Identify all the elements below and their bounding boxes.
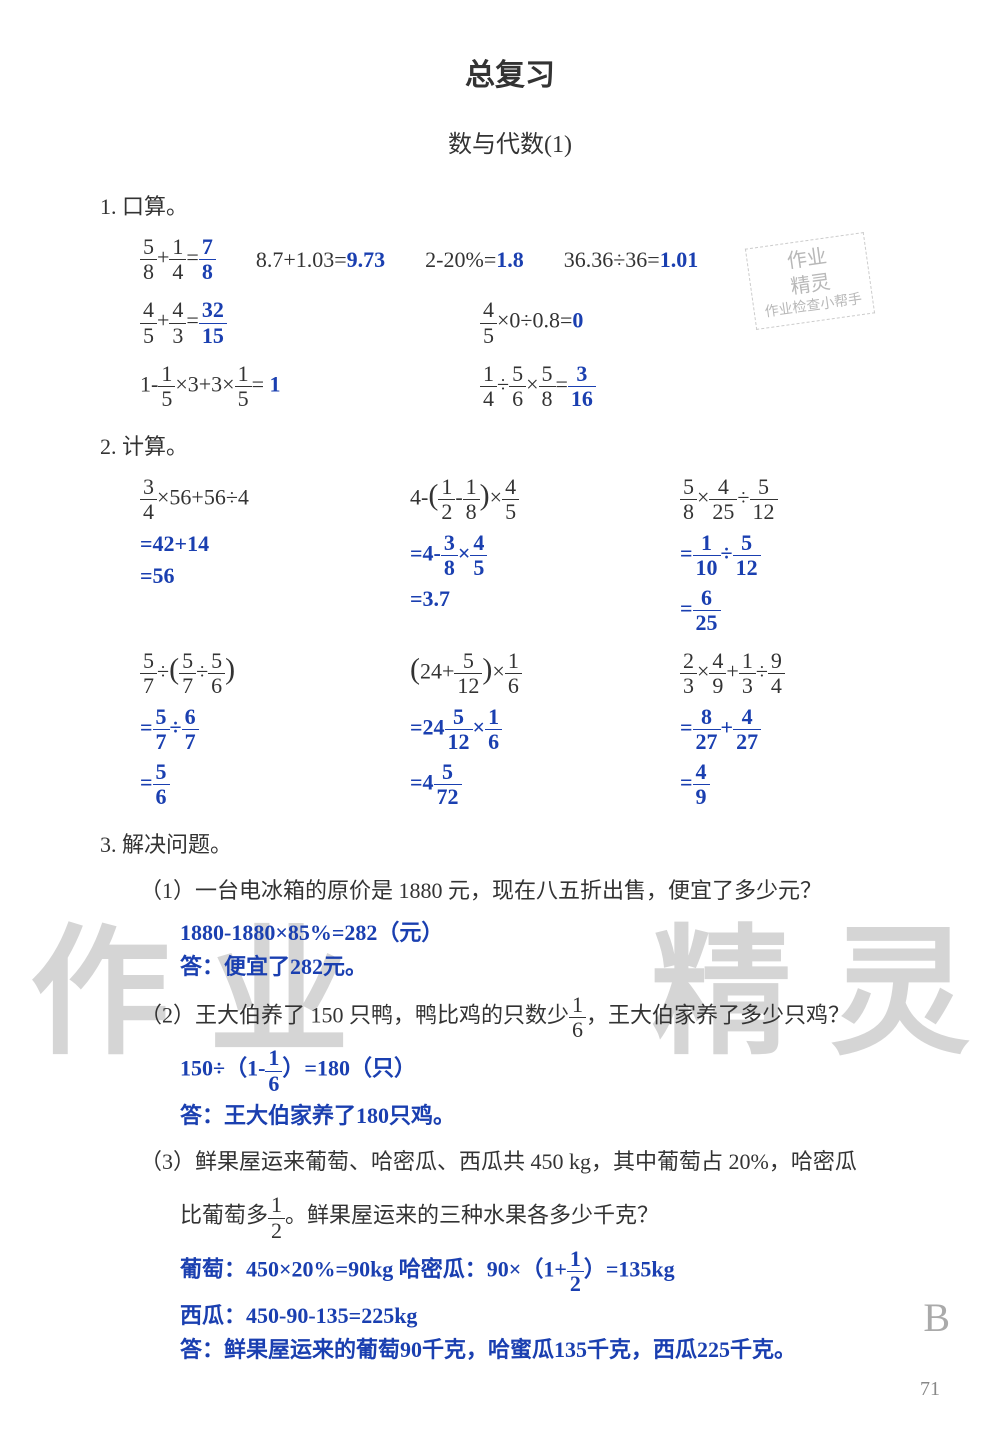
q3-p2-qpost: ，王大伯家养了多少只鸡？ (586, 1003, 850, 1028)
q3-p2-qpre: （2）王大伯养了 150 只鸭，鸭比鸡的只数少 (140, 1003, 569, 1028)
q3-p2-q: （2）王大伯养了 150 只鸭，鸭比鸡的只数少16，王大伯家养了多少只鸡？ (140, 993, 920, 1042)
q2-row1: 34×56+56÷4 =42+14 =56 4-(12-18)×45 =4-38… (140, 475, 920, 635)
q1-i6: 45×0÷0.8=0 (480, 298, 583, 347)
q2-p2: 4-(12-18)×45 =4-38×45 =3.7 (410, 475, 650, 612)
q3-p3-q2post: 。鲜果屋运来的三种水果各多少千克？ (285, 1203, 659, 1228)
q1-i2: 8.7+1.03=9.73 (256, 247, 385, 273)
q1-row1: 58+14=78 8.7+1.03=9.73 2-20%=1.8 36.36÷3… (140, 235, 920, 284)
q2-p4: 57÷(57÷56) =57÷67 =56 (140, 649, 380, 809)
page-subtitle: 数与代数(1) (100, 124, 920, 159)
frac-n: 1 (567, 1247, 584, 1272)
q1-i7: 1-15×3+3×15= 1 (140, 362, 440, 411)
q3-label: 3. 解决问题。 (100, 827, 920, 859)
q2-label: 2. 计算。 (100, 429, 920, 461)
q1-label: 1. 口算。 (100, 189, 920, 221)
q2-p6: 23×49+13÷94 =827+427 =49 (680, 649, 920, 809)
q2-row2: 57÷(57÷56) =57÷67 =56 (24+512)×16 =24512… (140, 649, 920, 809)
q3-p1-calc: 1880-1880×85%=282（元） (180, 915, 920, 947)
q3-p3-q2: 比葡萄多12。鲜果屋运来的三种水果各多少千克？ (180, 1193, 920, 1242)
q3-p3-a2: 西瓜：450-90-135=225kg (180, 1298, 920, 1330)
frac-n: 1 (265, 1046, 282, 1071)
q3-p3-a3: 答：鲜果屋运来的葡萄90千克，哈蜜瓜135千克，西瓜225千克。 (180, 1332, 920, 1364)
frac-d: 2 (567, 1272, 584, 1296)
q1-i4: 36.36÷36=1.01 (564, 247, 698, 273)
q1-row3: 1-15×3+3×15= 1 14÷56×58=316 (140, 362, 920, 411)
q3-p3-q1: （3）鲜果屋运来葡萄、哈密瓜、西瓜共 450 kg，其中葡萄占 20%，哈密瓜 (140, 1142, 920, 1182)
page-number: 71 (920, 1378, 940, 1401)
frac-n: 1 (268, 1193, 285, 1218)
q1-row2: 45+43=3215 45×0÷0.8=0 (140, 298, 920, 347)
q3-p1-a: 答：便宜了282元。 (180, 949, 920, 981)
page-title: 总复习 (100, 50, 920, 94)
frac-d: 2 (268, 1219, 285, 1243)
q3-p3-a1: 葡萄：450×20%=90kg 哈密瓜：90×（1+12）=135kg (180, 1247, 920, 1296)
q2-p1: 34×56+56÷4 =42+14 =56 (140, 475, 380, 588)
frac-d: 6 (265, 1072, 282, 1096)
q3-p3-a1pre: 葡萄：450×20%=90kg 哈密瓜：90×（1+ (180, 1256, 567, 1281)
frac-d: 6 (569, 1018, 586, 1042)
q3-p1-q: （1）一台电冰箱的原价是 1880 元，现在八五折出售，便宜了多少元？ (140, 871, 920, 911)
q3-p2-calc: 150÷（1-16）=180（只） (180, 1046, 920, 1095)
frac-n: 1 (569, 993, 586, 1018)
q2-p3: 58×425÷512 =110÷512 =625 (680, 475, 920, 635)
q1-i8: 14÷56×58=316 (480, 362, 596, 411)
b-mark: B (923, 1294, 950, 1341)
q3-p2-a: 答：王大伯家养了180只鸡。 (180, 1098, 920, 1130)
q1-i3: 2-20%=1.8 (425, 247, 524, 273)
q3-p2-calcpost: ）=180（只） (282, 1056, 416, 1081)
q1-i1: 58+14=78 (140, 235, 216, 284)
q1-i5: 45+43=3215 (140, 298, 440, 347)
q2-p5: (24+512)×16 =24512×16 =4572 (410, 649, 650, 809)
q3-p3-a1post: ）=135kg (584, 1256, 675, 1281)
q3-p2-calcpre: 150÷（1- (180, 1056, 265, 1081)
q3-p3-q2pre: 比葡萄多 (180, 1203, 268, 1228)
